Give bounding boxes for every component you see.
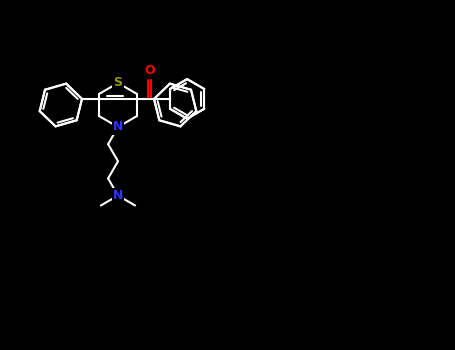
Text: N: N [113,189,123,202]
Text: N: N [113,120,123,133]
Text: O: O [144,64,155,77]
Text: S: S [113,77,122,90]
